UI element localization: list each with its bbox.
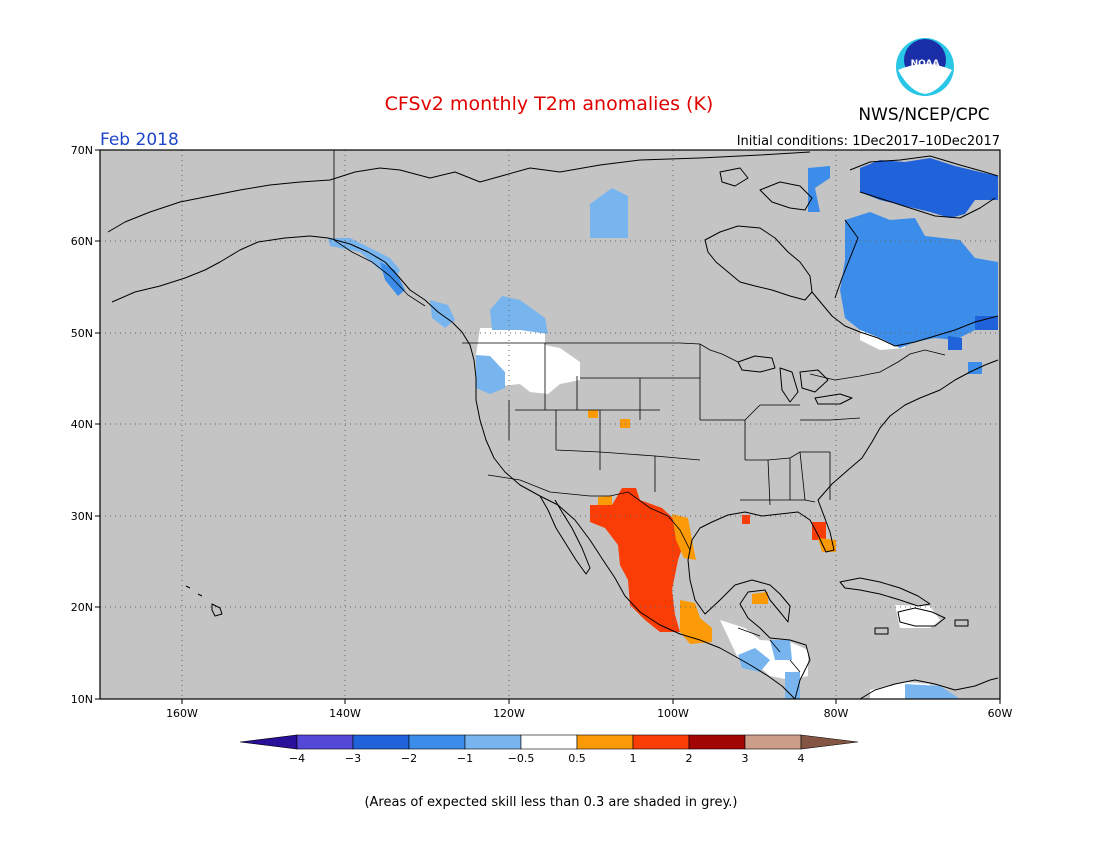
lat-label: 30N — [71, 510, 93, 523]
lon-label: 120W — [493, 707, 525, 720]
agency-name: NWS/NCEP/CPC — [858, 105, 989, 125]
colorbar-swatch — [744, 734, 802, 750]
colorbar-label: 3 — [742, 752, 749, 765]
lat-label: 70N — [71, 144, 93, 157]
lat-label: 50N — [71, 327, 93, 340]
colorbar-label: 1 — [630, 752, 637, 765]
lon-label: 80W — [824, 707, 849, 720]
colorbar-label: 0.5 — [568, 752, 586, 765]
colorbar-swatch — [688, 734, 746, 750]
lat-label: 20N — [71, 601, 93, 614]
colorbar-label: −2 — [401, 752, 417, 765]
latitude-axis: 70N 60N 50N 40N 30N 20N 10N — [71, 144, 100, 706]
lat-label: 60N — [71, 235, 93, 248]
colorbar-label: −4 — [289, 752, 305, 765]
lat-label: 40N — [71, 418, 93, 431]
colorbar-swatch — [296, 734, 354, 750]
graticule — [100, 150, 1000, 699]
lon-label: 160W — [166, 707, 198, 720]
colorbar-swatch — [352, 734, 410, 750]
colorbar-swatch — [576, 734, 634, 750]
colorbar-arrow-low — [239, 734, 298, 750]
political-borders — [333, 150, 946, 673]
forecast-month: Feb 2018 — [100, 130, 179, 150]
colorbar-label: 2 — [686, 752, 693, 765]
lon-label: 60W — [988, 707, 1013, 720]
lon-label: 140W — [329, 707, 361, 720]
colorbar-swatch — [464, 734, 522, 750]
colorbar-label: 4 — [798, 752, 805, 765]
noaa-logo: NOAA — [896, 38, 954, 96]
map-title: CFSv2 monthly T2m anomalies (K) — [385, 93, 714, 115]
initial-conditions: Initial conditions: 1Dec2017–10Dec2017 — [737, 134, 1000, 149]
logo-text: NOAA — [911, 59, 940, 69]
coastlines — [107, 151, 999, 699]
colorbar-swatch — [520, 734, 578, 750]
colorbar-label: −0.5 — [508, 752, 535, 765]
lat-label: 10N — [71, 693, 93, 706]
color-bar: −4 −3 −2 −1 −0.5 0.5 1 2 3 4 — [239, 734, 859, 765]
colorbar-label: −3 — [345, 752, 361, 765]
colorbar-label: −1 — [457, 752, 473, 765]
lon-label: 100W — [657, 707, 689, 720]
colorbar-swatch — [632, 734, 690, 750]
colorbar-arrow-high — [800, 734, 859, 750]
footnote: (Areas of expected skill less than 0.3 a… — [364, 795, 737, 810]
longitude-axis: 160W 140W 120W 100W 80W 60W — [166, 699, 1013, 720]
colorbar-swatch — [408, 734, 466, 750]
map-content — [100, 150, 1000, 699]
